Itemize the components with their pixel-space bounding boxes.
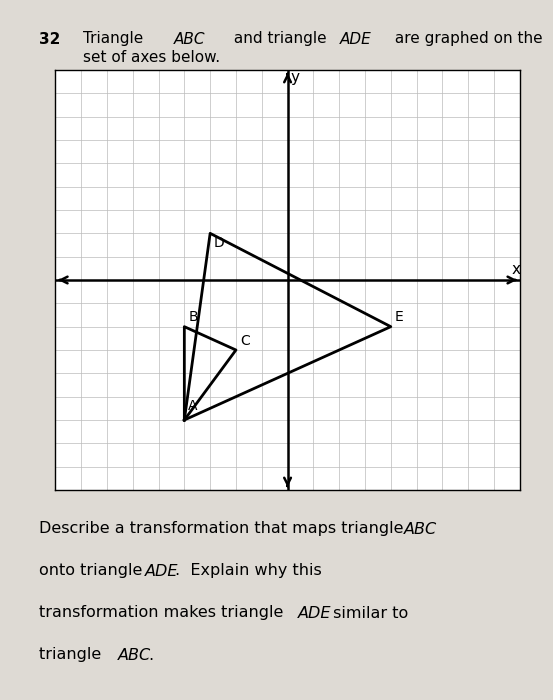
- Text: B: B: [188, 310, 198, 324]
- Text: Triangle: Triangle: [83, 32, 148, 46]
- Text: .  Explain why this: . Explain why this: [175, 564, 322, 578]
- Text: D: D: [214, 236, 225, 250]
- Text: and triangle: and triangle: [229, 32, 332, 46]
- Text: similar to: similar to: [328, 606, 408, 620]
- Text: ABC: ABC: [404, 522, 437, 536]
- Text: are graphed on the: are graphed on the: [390, 32, 542, 46]
- Text: C: C: [240, 334, 249, 348]
- Text: E: E: [395, 310, 403, 324]
- Text: A: A: [188, 399, 198, 413]
- Text: 32: 32: [39, 32, 60, 46]
- Text: ADE: ADE: [145, 564, 179, 578]
- Text: ABC: ABC: [118, 648, 151, 662]
- Text: x: x: [512, 262, 520, 277]
- Text: y: y: [291, 69, 300, 85]
- Text: Describe a transformation that maps triangle: Describe a transformation that maps tria…: [39, 522, 408, 536]
- Text: onto triangle: onto triangle: [39, 564, 147, 578]
- Text: transformation makes triangle: transformation makes triangle: [39, 606, 288, 620]
- Text: ADE: ADE: [298, 606, 331, 620]
- Text: ABC: ABC: [174, 32, 206, 46]
- Text: .: .: [148, 648, 153, 662]
- Text: set of axes below.: set of axes below.: [83, 50, 220, 65]
- Text: triangle: triangle: [39, 648, 106, 662]
- Text: ADE: ADE: [340, 32, 372, 46]
